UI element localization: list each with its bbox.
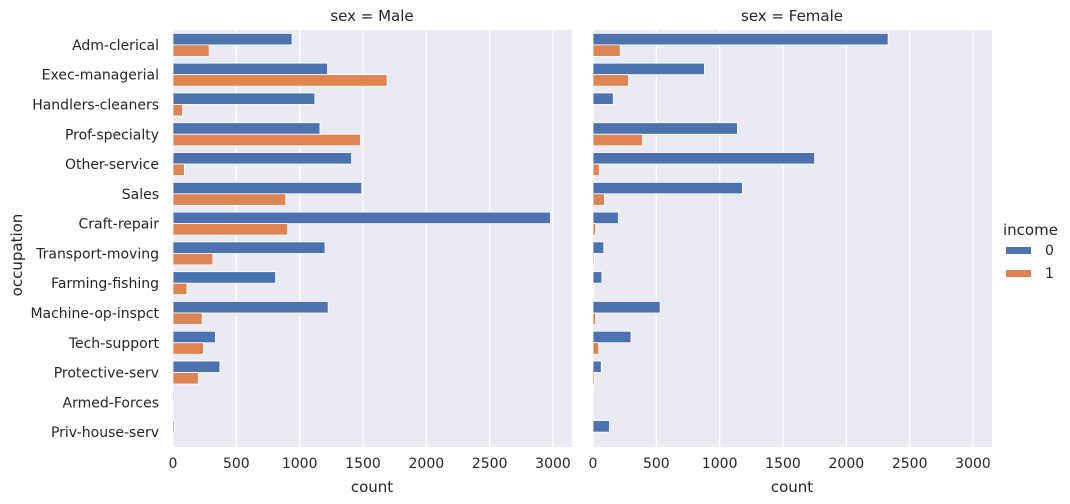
bar-income-0 [592, 211, 619, 225]
bar-income-1 [592, 252, 595, 266]
panel-background [593, 30, 992, 447]
bar-income-0 [172, 330, 216, 344]
y-tick-label: Prof-specialty [65, 127, 159, 143]
legend-swatch [1006, 270, 1031, 277]
panel-2: 0 500 1000 1500 2000 2500 3000 sex = Female coun… [589, 7, 992, 496]
bar-income-1 [592, 193, 605, 206]
bar-income-1 [592, 223, 596, 236]
x-tick-label: 1000 [702, 456, 738, 472]
y-tick-label: Transport-moving [35, 246, 159, 262]
x-tick-label: 1000 [282, 456, 318, 472]
y-tick-label: Other-service [65, 157, 159, 173]
y-tick-label: Craft-repair [78, 217, 159, 233]
x-tick-label: 2500 [472, 456, 508, 472]
legend-items: 01 [1006, 243, 1054, 282]
bar-income-0 [592, 122, 738, 135]
bar-income-0 [172, 92, 316, 105]
bar-income-1 [172, 342, 204, 355]
legend: income 01 [1003, 221, 1058, 282]
bar-income-1 [172, 282, 188, 296]
panels-layer: 0 500 1000 1500 2000 2500 3000 sex = Male count A… [30, 7, 992, 496]
y-tick-label: Handlers-cleaners [32, 97, 159, 113]
bar-income-1 [172, 223, 289, 236]
bar-income-1 [172, 193, 287, 206]
bar-income-1 [172, 44, 210, 57]
y-tick-label: Farming-fishing [51, 276, 159, 292]
bar-income-1 [172, 74, 388, 87]
bar-income-1 [172, 252, 214, 266]
bar-income-0 [172, 62, 328, 76]
x-tick-label: 0 [169, 456, 178, 472]
bar-income-1 [172, 372, 199, 385]
legend-title: income [1003, 221, 1058, 239]
bar-income-0 [172, 301, 329, 314]
x-tick-label: 2000 [409, 456, 445, 472]
bar-income-1 [592, 372, 595, 385]
y-tick-label: Sales [122, 187, 159, 203]
x-tick-label: 500 [223, 456, 250, 472]
bar-income-0 [172, 420, 175, 433]
y-tick-label: Priv-house-serv [51, 425, 159, 441]
y-tick-label: Machine-op-inspct [30, 306, 159, 322]
bar-income-0 [172, 241, 326, 254]
bar-income-1 [592, 342, 600, 355]
legend-swatch [1006, 247, 1031, 254]
panel-title: sex = Female [741, 7, 843, 25]
bar-income-0 [172, 32, 293, 46]
x-axis-label: count [771, 478, 813, 496]
y-tick-label: Armed-Forces [63, 395, 159, 411]
x-axis-label: count [351, 478, 393, 496]
x-tick-label: 3000 [535, 456, 571, 472]
bar-income-0 [592, 420, 610, 433]
x-tick-label: 1500 [765, 456, 801, 472]
bar-income-1 [592, 163, 600, 176]
panel-1: 0 500 1000 1500 2000 2500 3000 sex = Male count A… [30, 7, 572, 496]
bar-income-0 [592, 152, 816, 165]
bar-income-0 [592, 181, 743, 195]
legend-label: 0 [1045, 243, 1054, 259]
x-tick-label: 0 [589, 456, 598, 472]
x-tick-label: 1500 [345, 456, 381, 472]
bar-income-1 [592, 133, 643, 147]
bar-income-1 [592, 104, 595, 117]
y-tick-label: Protective-serv [54, 366, 159, 382]
y-tick-label: Exec-managerial [42, 68, 159, 84]
bar-income-1 [592, 312, 596, 325]
panel-background [173, 30, 572, 447]
bar-income-1 [592, 74, 629, 87]
bar-income-0 [592, 241, 605, 254]
bar-income-1 [172, 163, 185, 176]
x-tick-label: 3000 [955, 456, 991, 472]
bar-income-0 [592, 62, 705, 76]
x-tick-label: 2000 [829, 456, 865, 472]
bar-income-0 [592, 301, 661, 314]
bar-income-0 [592, 92, 614, 105]
bar-income-0 [172, 360, 221, 373]
y-axis-label: occupation [8, 214, 26, 297]
bar-income-0 [172, 211, 551, 225]
bar-income-0 [592, 360, 602, 373]
bar-income-0 [592, 330, 632, 344]
bar-income-1 [592, 282, 595, 296]
x-tick-label: 500 [643, 456, 670, 472]
bar-income-1 [172, 312, 203, 325]
y-tick-label: Tech-support [68, 336, 160, 352]
bar-income-0 [592, 271, 603, 284]
panel-title: sex = Male [330, 7, 413, 25]
bar-income-0 [172, 271, 276, 284]
bar-income-0 [172, 390, 175, 403]
bar-income-0 [172, 152, 353, 165]
bar-income-1 [592, 44, 621, 57]
bar-income-0 [172, 181, 363, 195]
bar-income-1 [172, 133, 361, 147]
y-tick-label: Adm-clerical [72, 38, 159, 54]
bar-income-1 [172, 104, 183, 117]
bar-income-0 [592, 32, 889, 46]
x-tick-label: 2500 [892, 456, 928, 472]
bar-income-0 [172, 122, 321, 135]
legend-label: 1 [1045, 266, 1054, 282]
